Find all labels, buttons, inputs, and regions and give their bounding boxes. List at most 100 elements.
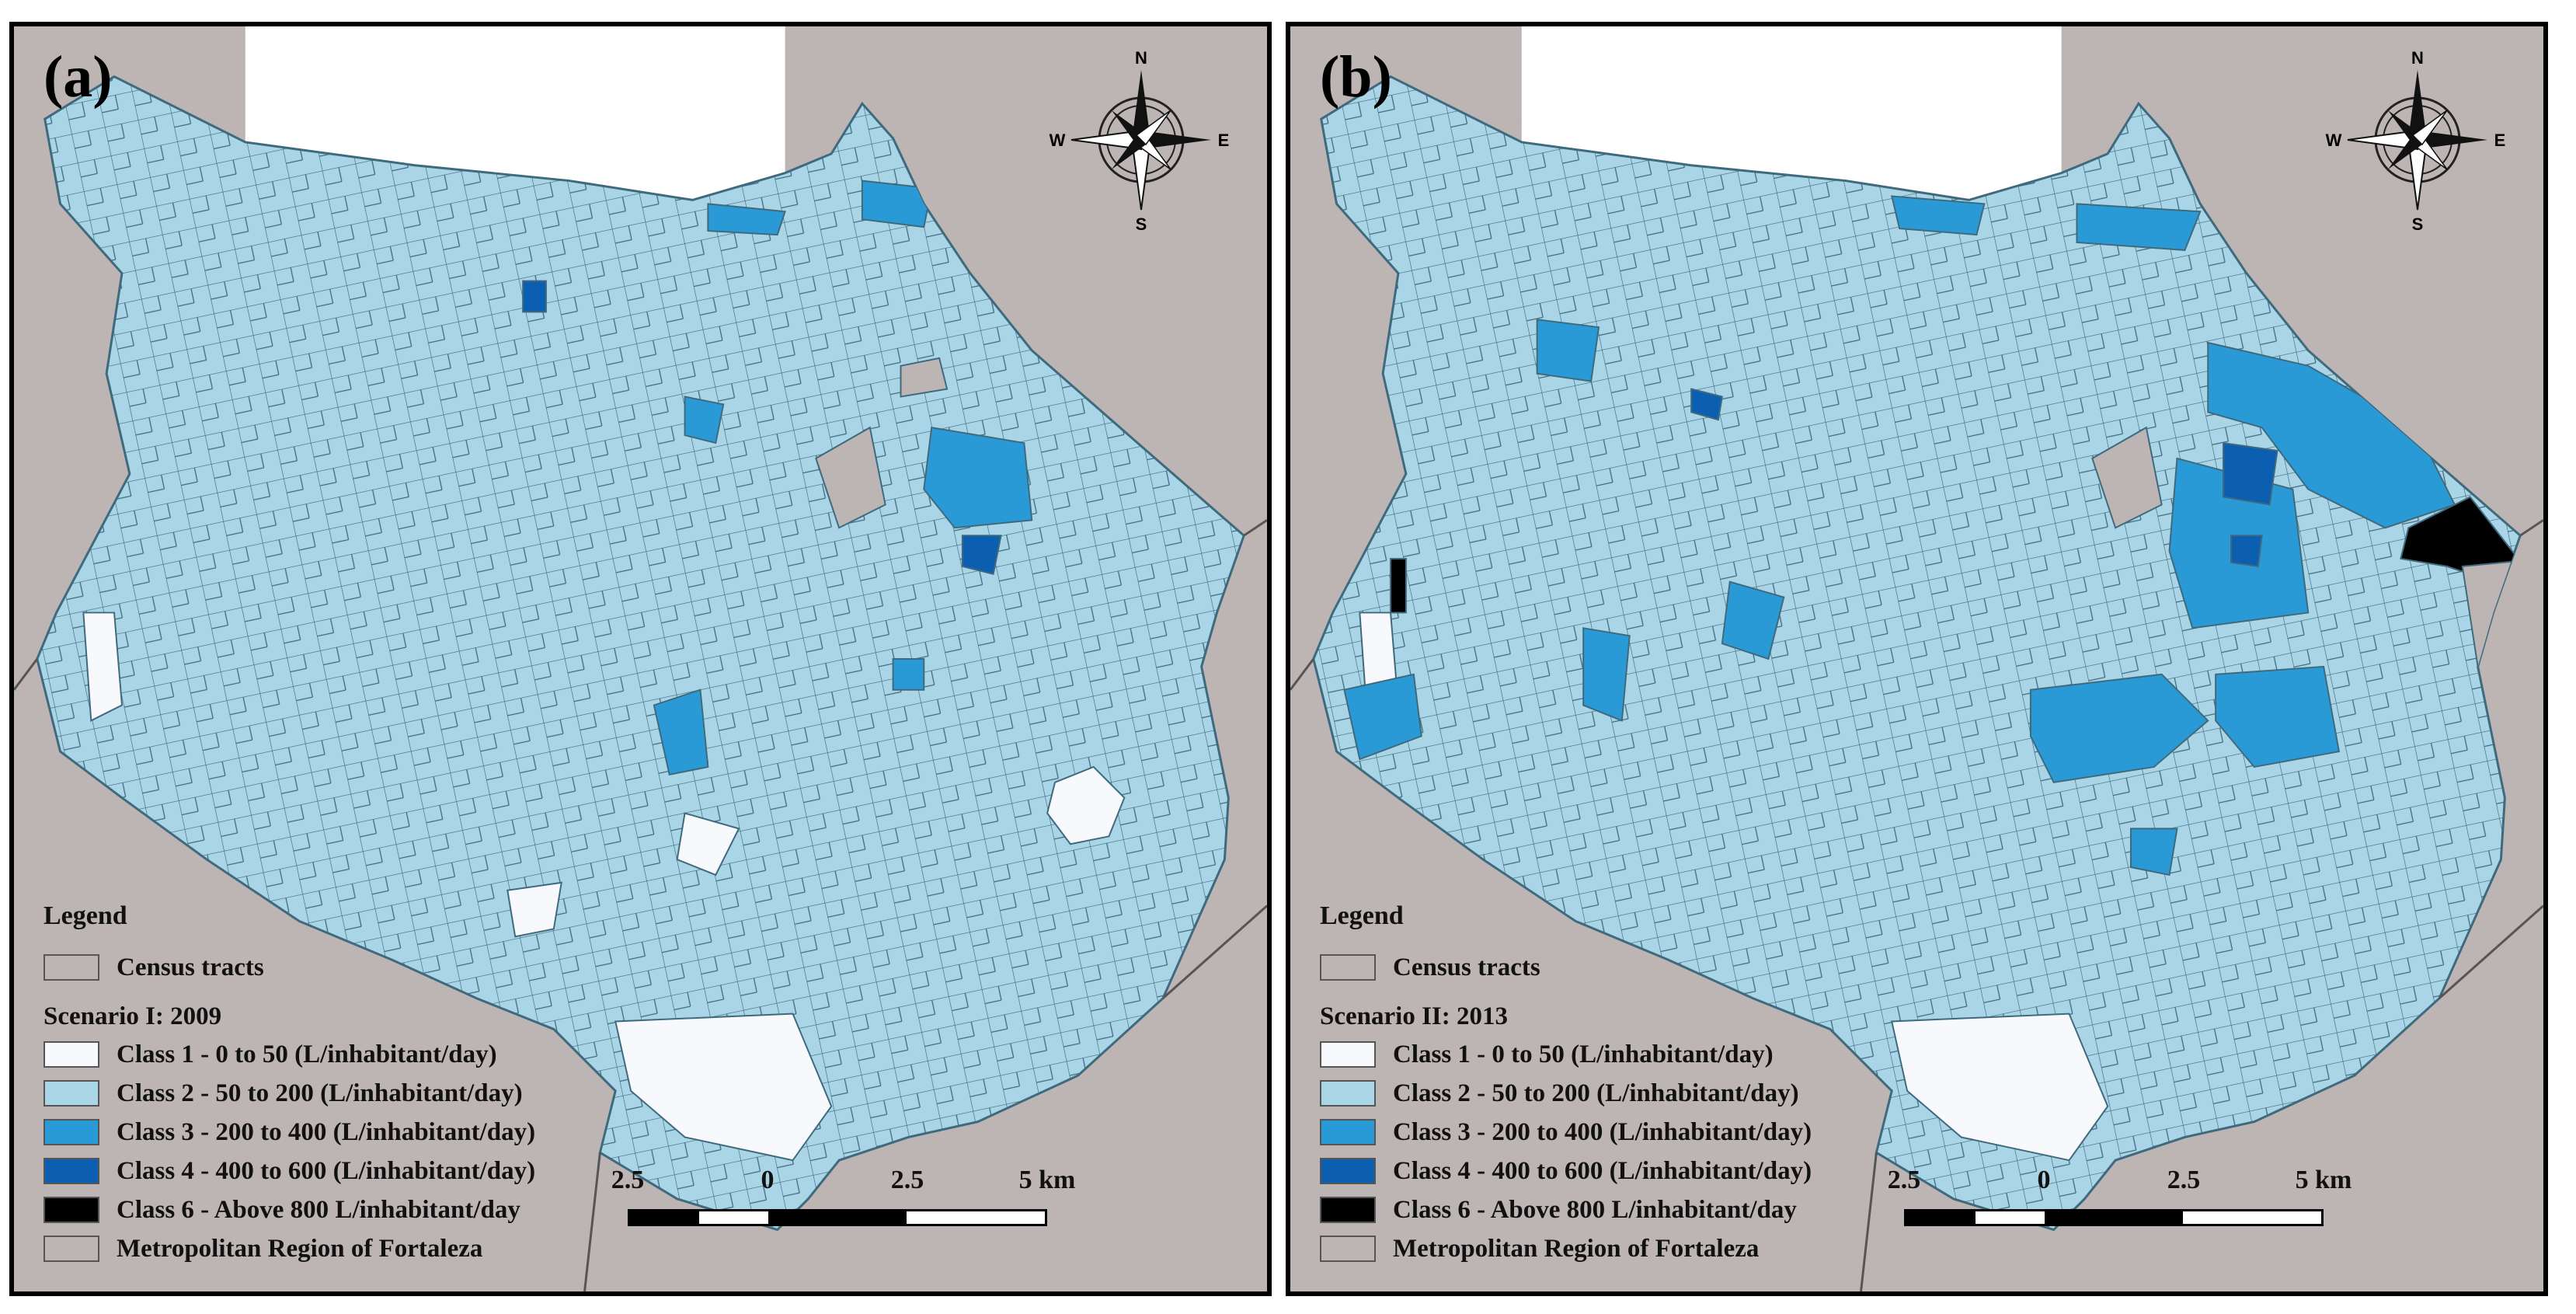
compass-e: E bbox=[1218, 131, 1230, 150]
class1-patch bbox=[614, 1013, 833, 1162]
map-canvas bbox=[1290, 26, 2543, 1291]
scale-label: 2.5 bbox=[611, 1166, 645, 1194]
class3-patch bbox=[892, 658, 925, 691]
legend-title: Legend bbox=[1320, 901, 1404, 930]
legend-item-class3: Class 3 - 200 to 400 (L/inhabitant/day) bbox=[1320, 1113, 1812, 1152]
class3-patch bbox=[684, 396, 725, 444]
legend-label: Class 2 - 50 to 200 (L/inhabitant/day) bbox=[117, 1079, 523, 1107]
class1-patch bbox=[82, 612, 124, 722]
legend-title: Legend bbox=[44, 901, 127, 930]
class3-swatch bbox=[1320, 1119, 1376, 1145]
unclassified-tract bbox=[2091, 426, 2163, 529]
legend-label: Class 1 - 0 to 50 (L/inhabitant/day) bbox=[1393, 1040, 1774, 1068]
compass-rose-icon: N S E W bbox=[2326, 48, 2506, 233]
class1-swatch bbox=[1320, 1041, 1376, 1068]
class3-patch bbox=[1582, 627, 1631, 722]
scale-label: 5 km bbox=[2295, 1166, 2352, 1194]
compass-s: S bbox=[1136, 214, 1147, 233]
class3-patch bbox=[1890, 195, 1986, 236]
scale-bar-segments bbox=[628, 1209, 1047, 1226]
class3-patch bbox=[2029, 673, 2209, 783]
census-tracts-layer bbox=[36, 75, 1245, 1232]
compass-rose-icon: N S E W bbox=[1050, 48, 1230, 233]
legend-label: Census tracts bbox=[117, 953, 264, 981]
class3-patch bbox=[653, 688, 709, 776]
legend: Legend Census tracts Scenario I: 2009 Cl… bbox=[44, 901, 535, 1268]
metro-boundary bbox=[1290, 519, 2543, 1291]
sea-area bbox=[245, 26, 785, 200]
legend-item-metro: Metropolitan Region of Fortaleza bbox=[44, 1229, 535, 1268]
class3-patch bbox=[2215, 665, 2341, 769]
class4-patch bbox=[2223, 441, 2278, 506]
unclassified-tract bbox=[900, 357, 949, 398]
legend-item-census: Census tracts bbox=[44, 948, 535, 987]
legend-label: Class 6 - Above 800 L/inhabitant/day bbox=[1393, 1195, 1797, 1224]
scale-bar: 2.5 0 2.5 5 km bbox=[611, 1166, 1094, 1243]
legend-label: Metropolitan Region of Fortaleza bbox=[1393, 1234, 1760, 1263]
map-panel-a: (a) N S E W Legend Census tracts Scenari… bbox=[9, 22, 1272, 1296]
legend-label: Class 6 - Above 800 L/inhabitant/day bbox=[117, 1195, 520, 1224]
scale-label: 0 bbox=[761, 1166, 775, 1194]
class4-patch bbox=[961, 535, 1002, 576]
legend-item-class6: Class 6 - Above 800 L/inhabitant/day bbox=[1320, 1190, 1812, 1229]
compass-w: W bbox=[2326, 131, 2342, 150]
scale-label: 2.5 bbox=[1887, 1166, 1921, 1194]
census-swatch bbox=[1320, 954, 1376, 981]
map-panel-b: (b) N S E W Legend Census tracts Scenari… bbox=[1286, 22, 2548, 1296]
unclassified-tract bbox=[815, 426, 886, 529]
scale-label: 2.5 bbox=[890, 1166, 924, 1194]
metro-boundary bbox=[14, 519, 1267, 1291]
class3-swatch bbox=[44, 1119, 99, 1145]
class1-patch bbox=[1123, 333, 1157, 414]
class3-patch bbox=[2207, 341, 2456, 529]
class1-swatch bbox=[44, 1041, 99, 1068]
legend-item-class1: Class 1 - 0 to 50 (L/inhabitant/day) bbox=[44, 1035, 535, 1074]
compass-w: W bbox=[1050, 131, 1066, 150]
class3-patch bbox=[707, 203, 786, 236]
class3-patch bbox=[2129, 828, 2178, 877]
compass-e: E bbox=[2494, 131, 2506, 150]
legend-label: Census tracts bbox=[1393, 953, 1540, 981]
class4-patch bbox=[1690, 388, 1723, 421]
class3-patch bbox=[1721, 580, 1785, 660]
sea-area bbox=[1521, 26, 2062, 200]
class6-swatch bbox=[1320, 1197, 1376, 1223]
scale-bar-segments bbox=[1904, 1209, 2324, 1226]
class-patches bbox=[1343, 195, 2521, 1162]
legend-label: Class 4 - 400 to 600 (L/inhabitant/day) bbox=[117, 1156, 536, 1185]
metro-swatch bbox=[1320, 1236, 1376, 1262]
legend: Legend Census tracts Scenario II: 2013 C… bbox=[1320, 901, 1812, 1268]
class2-swatch bbox=[1320, 1080, 1376, 1107]
legend-scenario: Scenario I: 2009 bbox=[44, 1002, 222, 1030]
map-canvas bbox=[14, 26, 1267, 1291]
legend-label: Class 4 - 400 to 600 (L/inhabitant/day) bbox=[1393, 1156, 1812, 1185]
class4-patch bbox=[2230, 535, 2263, 568]
legend-item-census: Census tracts bbox=[1320, 948, 1812, 987]
legend-item-class3: Class 3 - 200 to 400 (L/inhabitant/day) bbox=[44, 1113, 535, 1152]
legend-label: Class 1 - 0 to 50 (L/inhabitant/day) bbox=[117, 1040, 497, 1068]
class4-patch bbox=[522, 280, 547, 313]
class4-swatch bbox=[44, 1158, 99, 1184]
legend-item-class2: Class 2 - 50 to 200 (L/inhabitant/day) bbox=[1320, 1074, 1812, 1113]
class3-patch bbox=[2076, 203, 2202, 251]
legend-label: Metropolitan Region of Fortaleza bbox=[117, 1234, 483, 1263]
class1-patch bbox=[506, 881, 562, 938]
class6-patch bbox=[1390, 557, 1407, 614]
legend-label: Class 3 - 200 to 400 (L/inhabitant/day) bbox=[1393, 1117, 1812, 1146]
metro-swatch bbox=[44, 1236, 99, 1262]
class2-swatch bbox=[44, 1080, 99, 1107]
legend-item-class1: Class 1 - 0 to 50 (L/inhabitant/day) bbox=[1320, 1035, 1812, 1074]
census-swatch bbox=[44, 954, 99, 981]
compass-n: N bbox=[2411, 48, 2424, 68]
class1-patch bbox=[676, 812, 740, 877]
legend-label: Class 3 - 200 to 400 (L/inhabitant/day) bbox=[117, 1117, 536, 1146]
legend-item-class6: Class 6 - Above 800 L/inhabitant/day bbox=[44, 1190, 535, 1229]
class1-patch bbox=[1891, 1013, 2109, 1162]
legend-label: Class 2 - 50 to 200 (L/inhabitant/day) bbox=[1393, 1079, 1799, 1107]
scale-label: 0 bbox=[2037, 1166, 2051, 1194]
class3-patch bbox=[984, 225, 1033, 282]
compass-n: N bbox=[1135, 48, 1147, 68]
class1-patch bbox=[2400, 333, 2433, 414]
scale-label: 2.5 bbox=[2167, 1166, 2201, 1194]
class1-patch bbox=[1046, 765, 1126, 845]
